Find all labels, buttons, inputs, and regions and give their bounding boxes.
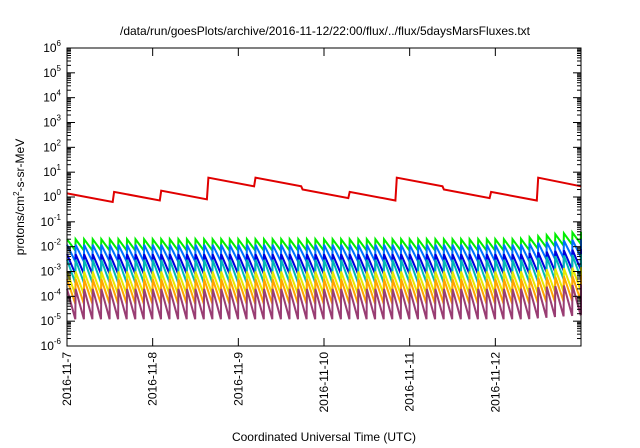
x-tick-label: 2016-11-12 xyxy=(488,352,502,413)
plot-series xyxy=(66,176,582,320)
y-tick-label: 104 xyxy=(43,89,61,105)
y-tick-label: 105 xyxy=(43,64,61,80)
y-axis-label: protons/cm2-s-sr-MeV xyxy=(12,139,27,255)
y-tick-label: 101 xyxy=(43,163,61,179)
x-axis-label: Coordinated Universal Time (UTC) xyxy=(232,430,416,444)
y-tick-label: 10-5 xyxy=(41,312,62,328)
x-tick-label: 2016-11-10 xyxy=(317,352,331,413)
y-tick-label: 10-6 xyxy=(41,337,62,353)
x-axis: 2016-11-7 2016-11-8 2016-11-9 2016-11-10 201… xyxy=(60,48,502,413)
y-tick-label: 10-2 xyxy=(41,238,62,254)
x-tick-label: 2016-11-11 xyxy=(403,352,417,412)
y-tick-label: 10-1 xyxy=(41,213,62,229)
x-tick-label: 2016-11-9 xyxy=(231,352,245,406)
y-tick-label: 106 xyxy=(43,39,61,55)
series-line xyxy=(66,254,582,284)
series-line xyxy=(66,284,582,320)
series-line xyxy=(66,239,582,263)
series-line xyxy=(66,229,582,254)
y-tick-label: 100 xyxy=(43,188,61,204)
x-tick-label: 2016-11-7 xyxy=(60,352,74,406)
series-line xyxy=(66,267,582,295)
x-tick-label: 2016-11-8 xyxy=(146,352,160,406)
y-tick-label: 102 xyxy=(43,138,61,154)
y-axis: 10-6 10-5 10-4 10-3 10-2 10-1 100 101 102 103 104 1… xyxy=(41,39,581,353)
chart-title: /data/run/goesPlots/archive/2016-11-12/2… xyxy=(120,24,531,38)
y-tick-label: 10-3 xyxy=(41,263,62,279)
series-line xyxy=(66,176,582,204)
y-tick-label: 103 xyxy=(43,114,61,130)
series-line xyxy=(66,249,582,275)
series-line xyxy=(66,275,582,305)
y-tick-label: 10-4 xyxy=(41,287,62,303)
